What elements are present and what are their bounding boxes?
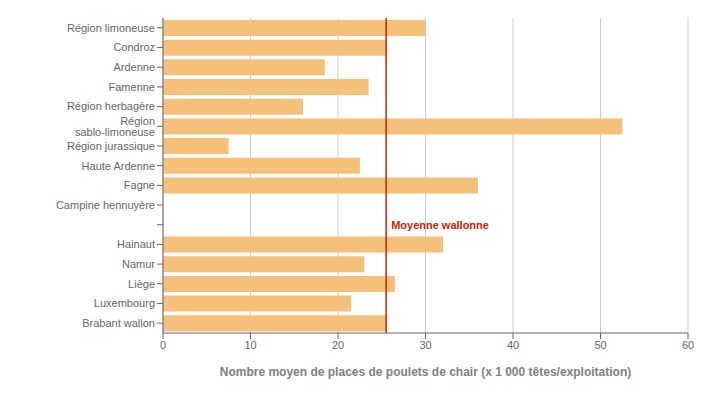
svg-text:10: 10	[244, 339, 256, 351]
svg-text:Moyenne wallonne: Moyenne wallonne	[391, 219, 489, 231]
svg-text:Luxembourg: Luxembourg	[94, 297, 155, 309]
svg-text:Fagne: Fagne	[124, 179, 155, 191]
svg-text:Condroz: Condroz	[113, 41, 155, 53]
svg-text:Liège: Liège	[128, 278, 155, 290]
svg-text:60: 60	[682, 339, 694, 351]
svg-text:Région jurassique: Région jurassique	[67, 140, 155, 152]
svg-text:40: 40	[507, 339, 519, 351]
svg-text:Nombre moyen de places de poul: Nombre moyen de places de poulets de cha…	[220, 365, 631, 379]
svg-text:Campine hennuyère: Campine hennuyère	[56, 199, 155, 211]
svg-text:50: 50	[594, 339, 606, 351]
svg-text:20: 20	[332, 339, 344, 351]
svg-text:0: 0	[160, 339, 166, 351]
svg-text:Région herbagère: Région herbagère	[67, 100, 155, 112]
svg-text:Brabant wallon: Brabant wallon	[82, 317, 155, 329]
svg-text:Namur: Namur	[122, 258, 155, 270]
svg-text:Région limoneuse: Région limoneuse	[67, 22, 155, 34]
svg-text:Famenne: Famenne	[109, 81, 155, 93]
svg-text:Ardenne: Ardenne	[113, 61, 155, 73]
svg-text:Hainaut: Hainaut	[117, 238, 155, 250]
svg-text:Régionsablo-limoneuse: Régionsablo-limoneuse	[75, 115, 155, 138]
svg-text:30: 30	[419, 339, 431, 351]
svg-text:Haute Ardenne: Haute Ardenne	[82, 160, 155, 172]
